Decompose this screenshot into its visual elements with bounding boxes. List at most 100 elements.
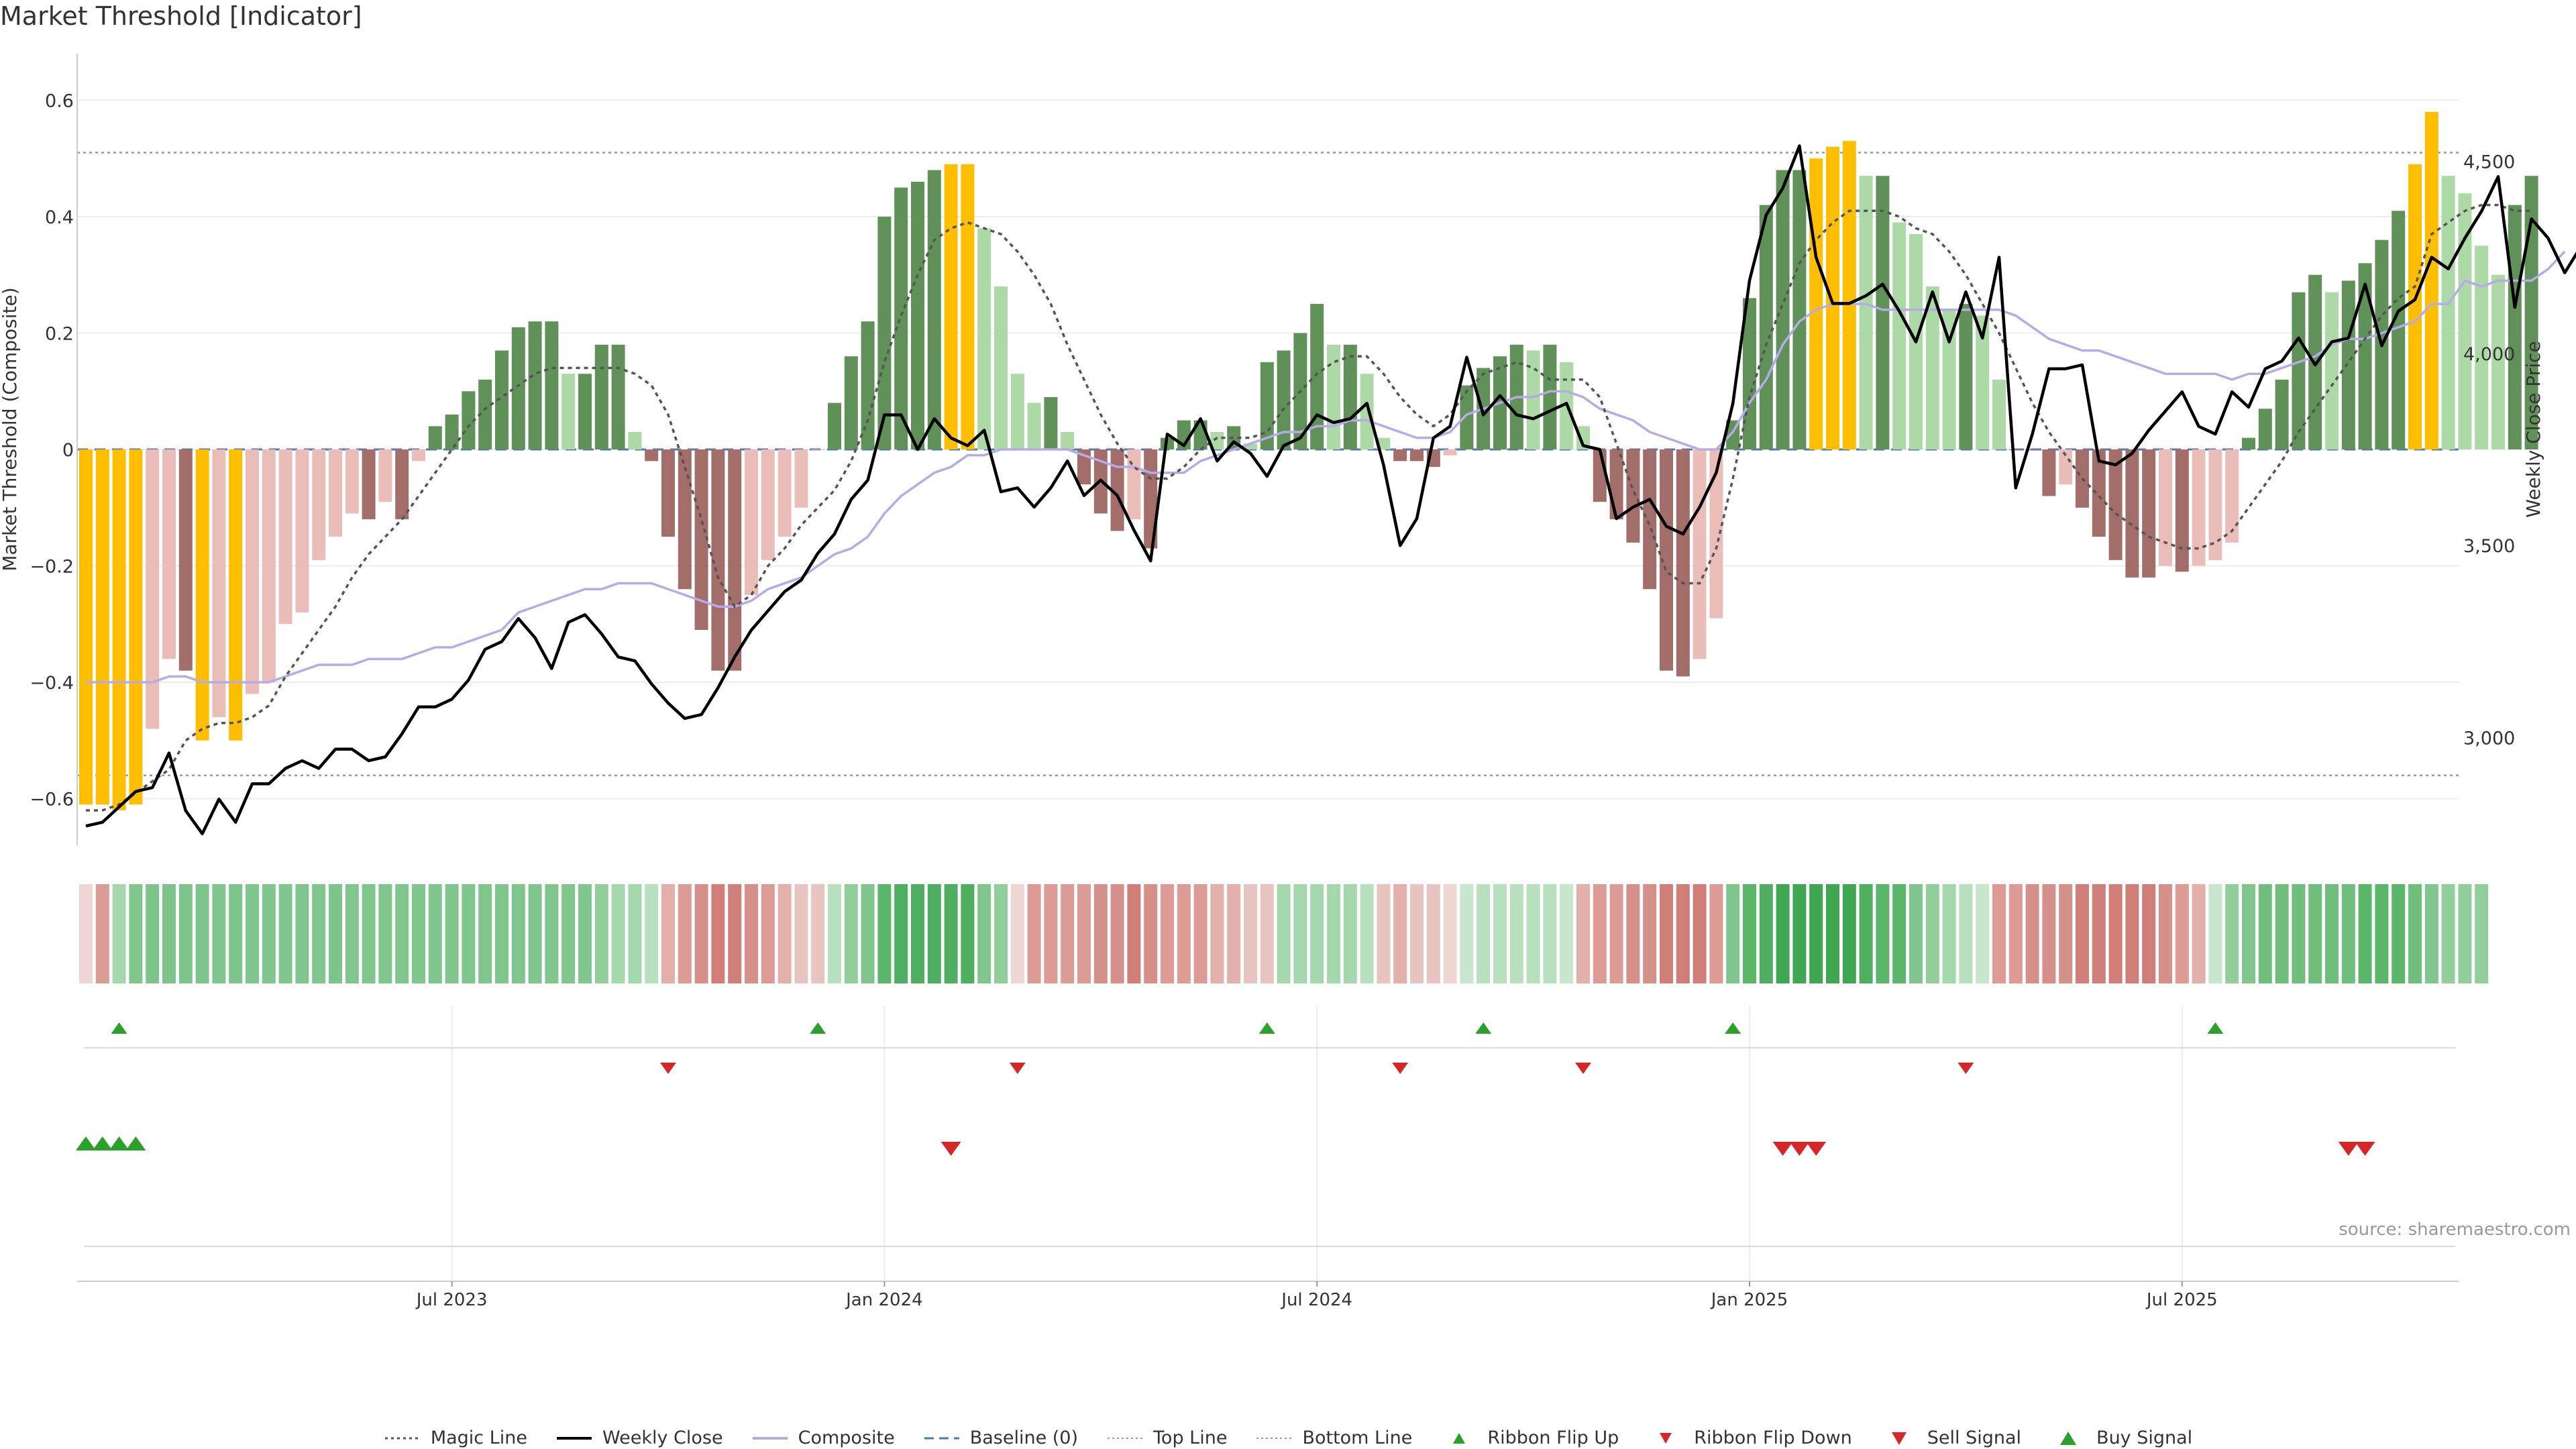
composite-bar xyxy=(162,449,176,659)
ribbon-cell xyxy=(2325,884,2339,983)
composite-bar xyxy=(1892,222,1907,449)
legend-item-composite: Composite xyxy=(751,1428,895,1448)
ribbon-cell xyxy=(2242,884,2255,983)
composite-bar xyxy=(1709,449,1723,619)
triangle-down-icon xyxy=(1660,1432,1672,1444)
ribbon-cell xyxy=(1260,884,1274,983)
composite-bar xyxy=(1759,205,1773,449)
ribbon-cell xyxy=(1477,884,1491,983)
ribbon-cell xyxy=(1177,884,1191,983)
ribbon-cell xyxy=(1576,884,1590,983)
ribbon-cell xyxy=(195,884,209,983)
composite-bar xyxy=(645,449,659,462)
ribbon-cell xyxy=(2076,884,2089,983)
composite-bar xyxy=(861,321,875,449)
ribbon-cell xyxy=(2059,884,2073,983)
ribbon-cell xyxy=(1909,884,1923,983)
composite-bar xyxy=(811,449,825,450)
composite-bar xyxy=(2491,274,2505,449)
ribbon-cell xyxy=(2341,884,2355,983)
ribbon-cell xyxy=(545,884,559,983)
legend-label: Baseline (0) xyxy=(969,1428,1079,1448)
composite-bar xyxy=(1826,146,1839,449)
y-tick-label-left: −0.2 xyxy=(30,557,74,578)
ribbon-cell xyxy=(1061,884,1075,983)
composite-bar xyxy=(944,164,958,449)
composite-bar xyxy=(1327,344,1340,449)
x-tick-label: Jul 2024 xyxy=(1280,1290,1352,1310)
composite-bar xyxy=(1959,304,1973,449)
ribbon-cell xyxy=(1410,884,1424,983)
ribbon-cell xyxy=(412,884,425,983)
ribbon-cell xyxy=(977,884,991,983)
ribbon-cell xyxy=(2108,884,2123,983)
ribbon-cell xyxy=(2275,884,2289,983)
composite-bar xyxy=(246,449,259,694)
ribbon-cell xyxy=(2042,884,2056,983)
ribbon-cell xyxy=(844,884,858,983)
composite-bar xyxy=(2475,246,2489,449)
y-axis-label-left: Market Threshold (Composite) xyxy=(0,287,21,571)
ribbon-cell xyxy=(1892,884,1907,983)
ribbon-flip-up-marker xyxy=(111,1022,127,1034)
ribbon-cell xyxy=(2008,884,2023,983)
composite-bar xyxy=(2125,449,2139,578)
composite-bar xyxy=(1626,449,1640,543)
composite-bar xyxy=(1077,449,1091,485)
sell-signal-marker xyxy=(2355,1142,2375,1156)
ribbon-cell xyxy=(79,884,93,983)
ribbon-cell xyxy=(1543,884,1557,983)
composite-bar xyxy=(278,449,292,625)
composite-bar xyxy=(561,374,576,449)
ribbon-cell xyxy=(95,884,109,983)
composite-bar xyxy=(1127,449,1141,520)
weekly-close-line xyxy=(85,144,2576,836)
ribbon-cell xyxy=(1210,884,1224,983)
ribbon-cell xyxy=(2392,884,2406,983)
ribbon-cell xyxy=(2308,884,2322,983)
composite-bar xyxy=(1277,350,1291,449)
composite-bar xyxy=(1643,449,1657,590)
composite-bar xyxy=(844,356,858,449)
ribbon-cell xyxy=(1360,884,1374,983)
ribbon-flip-down-marker xyxy=(1392,1063,1409,1074)
solid-line-icon xyxy=(752,1436,788,1440)
composite-bar xyxy=(1393,449,1407,462)
legend-item-weekly-close: Weekly Close xyxy=(555,1428,723,1448)
legend-label: Ribbon Flip Down xyxy=(1694,1428,1852,1448)
composite-bar xyxy=(1676,449,1690,677)
ribbon-cell xyxy=(728,884,742,983)
ribbon-cell xyxy=(2424,884,2438,983)
composite-bar xyxy=(462,391,476,449)
ribbon-cell xyxy=(711,884,725,983)
legend-item-ribbon-flip-up: Ribbon Flip Up xyxy=(1440,1428,1619,1448)
x-tick-label: Jul 2023 xyxy=(415,1290,488,1310)
composite-bar xyxy=(2358,263,2372,449)
composite-bar xyxy=(794,449,808,508)
composite-bar xyxy=(395,449,409,520)
ribbon-cell xyxy=(811,884,825,983)
composite-bar xyxy=(1992,379,2006,449)
ribbon-cell xyxy=(1792,884,1807,983)
legend-label: Bottom Line xyxy=(1302,1428,1413,1448)
ribbon-flip-panel xyxy=(84,1022,2455,1074)
ribbon-cell xyxy=(1110,884,1124,983)
composite-bar xyxy=(378,449,392,502)
ribbon-cell xyxy=(1227,884,1241,983)
ribbon-cell xyxy=(1609,884,1623,983)
ribbon-cell xyxy=(445,884,459,983)
buy-signal-marker xyxy=(125,1136,146,1150)
composite-bar xyxy=(229,449,243,741)
ribbon-cell xyxy=(462,884,476,983)
composite-bar xyxy=(412,449,425,462)
legend-label: Weekly Close xyxy=(602,1428,723,1448)
ribbon-cell xyxy=(1726,884,1740,983)
ribbon-flip-down-marker xyxy=(660,1063,676,1074)
ribbon-cell xyxy=(944,884,958,983)
composite-bar xyxy=(2258,409,2272,449)
ribbon-cell xyxy=(1310,884,1324,983)
ribbon-cell xyxy=(1327,884,1340,983)
ribbon-flip-up-marker xyxy=(1258,1022,1275,1034)
ribbon-cell xyxy=(2192,884,2206,983)
ribbon-cell xyxy=(1925,884,1939,983)
